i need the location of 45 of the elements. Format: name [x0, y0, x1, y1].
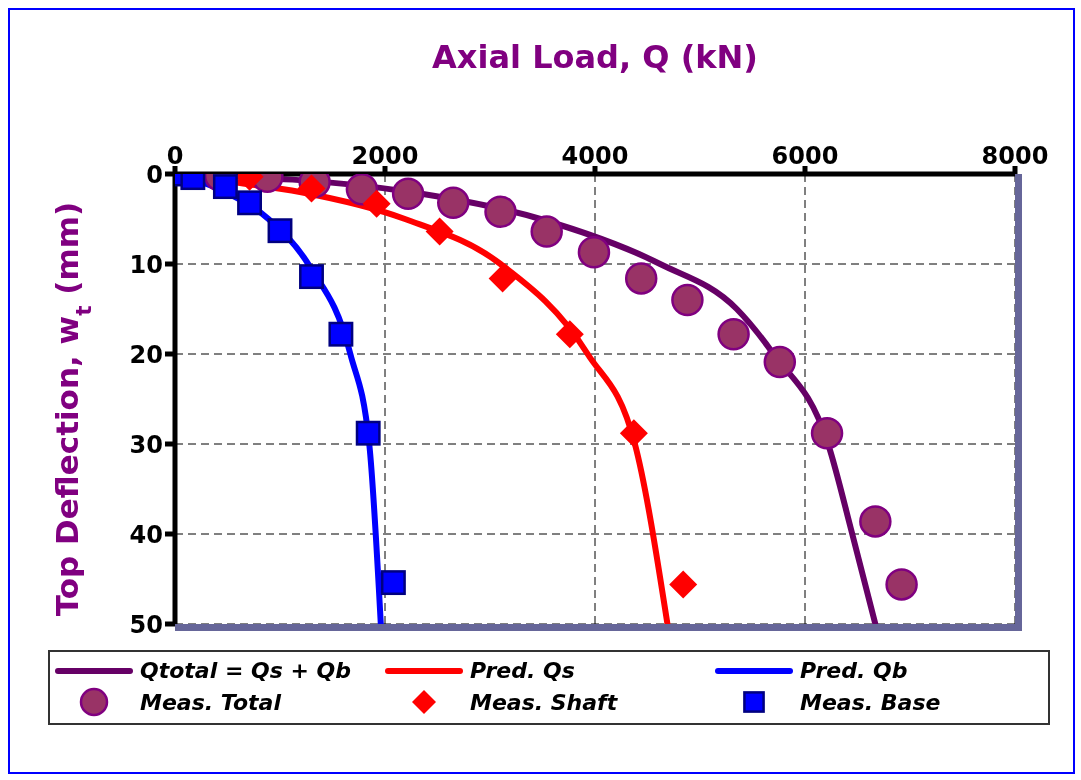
point: [555, 320, 584, 349]
point: [237, 190, 262, 216]
point: [763, 345, 797, 379]
point: [212, 174, 238, 200]
point: [488, 264, 517, 293]
point: [380, 570, 406, 596]
point: [810, 416, 844, 450]
point: [362, 189, 391, 218]
point: [345, 174, 379, 206]
x-tick-label: 4000: [561, 142, 629, 170]
point: [624, 262, 658, 295]
point: [859, 505, 892, 538]
y-tick-label: 50: [129, 610, 163, 639]
point: [484, 195, 517, 229]
point: [619, 419, 648, 448]
x-tick-label: 8000: [981, 142, 1049, 170]
y-tick-label: 0: [146, 160, 163, 189]
point: [391, 177, 425, 211]
point: [530, 215, 563, 248]
point: [669, 570, 698, 599]
x-tick-label: 2000: [351, 142, 419, 170]
point: [267, 218, 293, 244]
legend-label: Qtotal = Qs + Qb: [140, 658, 351, 683]
legend-label: Meas. Shaft: [470, 689, 618, 715]
x-tick-label: 0: [166, 142, 184, 170]
point: [717, 317, 750, 351]
point: [671, 283, 704, 317]
y-tick-label: 10: [129, 250, 163, 279]
legend-label: Pred. Qs: [470, 658, 575, 683]
x-tick-label: 6000: [771, 142, 839, 170]
point: [425, 217, 454, 246]
y-tick-label: 40: [129, 520, 163, 549]
point: [328, 321, 354, 347]
point: [355, 420, 381, 446]
point: [297, 174, 326, 203]
point: [437, 186, 470, 220]
legend-label: Meas. Total: [140, 689, 281, 715]
point: [885, 568, 918, 601]
x-axis-title: Axial Load, Q (kN): [431, 38, 759, 76]
legend-label: Meas. Base: [800, 689, 941, 715]
legend-label: Pred. Qb: [800, 658, 908, 683]
y-tick-label: 30: [129, 430, 163, 459]
point: [299, 264, 324, 290]
y-tick-label: 20: [129, 340, 163, 369]
point: [577, 236, 611, 269]
